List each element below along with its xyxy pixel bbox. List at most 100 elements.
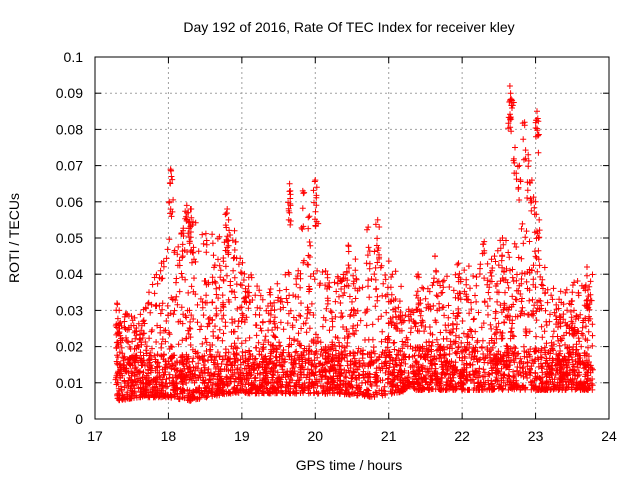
data-point: [338, 314, 344, 321]
data-point: [190, 355, 197, 362]
data-point: [485, 371, 492, 377]
data-point: [242, 349, 249, 356]
data-point: [199, 299, 206, 305]
data-point: [145, 300, 151, 307]
data-point: [324, 285, 330, 292]
data-point: [445, 375, 452, 382]
data-point: [510, 301, 517, 308]
data-point: [195, 360, 202, 367]
data-point: [306, 373, 313, 379]
data-point: [513, 277, 520, 284]
data-point: [292, 349, 299, 356]
data-point: [538, 380, 545, 387]
data-point: [538, 345, 545, 352]
data-point: [337, 362, 344, 369]
data-point: [510, 368, 517, 375]
data-point: [164, 246, 171, 253]
data-point: [375, 245, 382, 251]
data-point: [254, 283, 261, 290]
data-point: [173, 293, 180, 300]
data-point: [433, 336, 440, 343]
data-point: [357, 317, 364, 324]
data-point: [570, 367, 577, 374]
data-point: [233, 352, 240, 358]
data-point: [307, 389, 314, 396]
data-point: [426, 288, 433, 295]
data-point: [535, 247, 542, 254]
data-point: [227, 232, 234, 238]
data-point: [237, 356, 244, 363]
data-point: [351, 355, 358, 362]
data-point: [455, 305, 462, 312]
data-point: [455, 344, 462, 351]
data-point: [352, 267, 359, 274]
data-point: [499, 386, 506, 393]
data-point: [346, 350, 353, 357]
data-point: [254, 304, 261, 311]
data-point: [389, 271, 396, 278]
data-point: [341, 289, 348, 296]
data-point: [253, 344, 260, 351]
data-point: [494, 298, 501, 305]
data-point: [481, 275, 488, 282]
data-point: [507, 111, 513, 118]
data-point: [473, 374, 479, 380]
data-point: [351, 331, 358, 338]
data-point: [507, 385, 514, 391]
data-point: [423, 339, 430, 346]
data-point: [569, 282, 576, 289]
data-point: [167, 310, 174, 317]
data-point: [307, 242, 314, 249]
data-point: [512, 345, 519, 352]
data-point: [475, 309, 482, 316]
data-point: [163, 380, 170, 387]
data-point: [215, 256, 221, 263]
data-point: [212, 323, 218, 330]
data-point: [246, 348, 253, 355]
data-point: [409, 378, 416, 385]
data-point: [185, 327, 192, 334]
data-point: [298, 300, 304, 307]
data-point: [500, 379, 507, 386]
y-tick-label: 0.01: [56, 375, 83, 391]
data-point: [485, 289, 492, 296]
data-point: [391, 366, 398, 373]
data-point: [542, 307, 549, 314]
data-point: [179, 241, 186, 248]
data-point: [559, 335, 566, 342]
data-point: [539, 379, 546, 386]
data-point: [212, 380, 219, 387]
data-point: [227, 375, 234, 382]
data-point: [271, 333, 278, 340]
data-point: [162, 364, 169, 371]
data-point: [505, 284, 512, 291]
data-point: [476, 271, 483, 277]
data-point: [318, 346, 325, 353]
data-point: [286, 188, 293, 195]
data-point: [222, 263, 229, 270]
data-point: [376, 224, 383, 230]
data-point: [334, 335, 341, 341]
data-point: [284, 299, 291, 306]
data-point: [379, 328, 386, 335]
data-point: [320, 314, 327, 321]
data-point: [271, 306, 278, 313]
data-point: [166, 375, 173, 382]
data-point: [115, 368, 122, 375]
data-point: [482, 373, 488, 380]
data-point: [211, 391, 218, 398]
data-point: [480, 366, 487, 373]
data-point: [279, 389, 286, 396]
data-point: [322, 355, 329, 362]
data-point: [526, 328, 533, 335]
data-point: [376, 251, 382, 258]
data-point: [214, 376, 221, 383]
data-point: [378, 313, 385, 320]
data-point: [220, 255, 227, 261]
data-point: [270, 318, 277, 325]
data-point: [506, 254, 513, 261]
data-point: [462, 347, 469, 354]
data-point: [582, 364, 589, 371]
data-point: [530, 276, 537, 283]
data-point: [203, 249, 210, 256]
